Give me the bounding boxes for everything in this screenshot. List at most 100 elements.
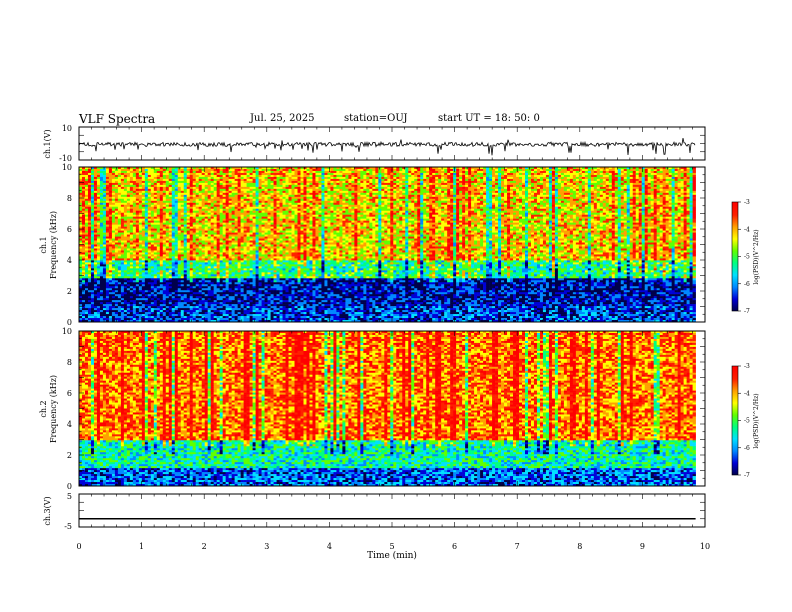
spectrogram-cell [198,167,203,170]
spectrogram-cell [141,274,146,277]
spectrogram-cell [150,316,155,319]
spectrogram-cell [237,196,241,200]
spectrogram-cell [201,200,206,204]
spectrogram-cell [150,288,155,291]
spectrogram-cell [162,278,167,281]
spectrogram-cell [228,202,232,206]
spectrogram-cell [180,254,185,257]
spectrogram-cell [102,228,107,231]
spectrogram-cell [141,178,146,182]
spectrogram-cell [123,292,128,295]
spectrogram-cell [168,280,173,283]
spectrogram-cell [255,230,259,233]
spectrogram-cell [102,270,107,273]
spectrogram-cell [222,272,226,275]
spectrogram-cell [120,176,125,180]
spectrogram-cell [93,176,98,180]
spectrogram-cell [114,222,119,225]
spectrogram-cell [189,258,194,261]
spectrogram-cell [192,242,197,245]
spectrogram-cell [156,266,161,269]
spectrogram-cell [93,290,98,293]
spectrogram-cell [237,198,241,202]
spectrogram-cell [132,298,137,301]
spectrogram-cell [222,304,226,307]
spectrogram-cell [246,246,250,249]
spectrogram-cell [147,222,152,225]
spectrogram-cell [150,256,155,259]
spectrogram-cell [84,254,89,257]
spectrogram-cell [204,248,209,251]
spectrogram-cell [168,236,173,239]
spectrogram-cell [147,214,152,217]
spectrogram-cell [141,210,146,214]
spectrogram-cell [132,168,137,172]
spectrogram-cell [153,242,158,245]
spectrogram-cell [243,244,247,247]
spectrogram-cell [249,260,253,263]
spectrogram-cell [261,196,265,200]
spectrogram-cell [79,308,83,311]
spectrogram-cell [234,244,238,247]
spectrogram-cell [186,196,191,200]
spectrogram-cell [264,320,268,323]
spectrogram-cell [186,258,191,261]
spectrogram-cell [99,282,104,285]
spectrogram-cell [111,188,116,192]
spectrogram-cell [234,202,238,206]
spectrogram-cell [204,182,209,186]
spectrogram-cell [117,206,122,210]
spectrogram-cell [216,172,220,176]
spectrogram-cell [252,296,256,299]
spectrogram-cell [192,266,197,269]
spectrogram-cell [126,218,131,221]
spectrogram-cell [81,318,86,321]
spectrogram-cell [234,238,238,241]
spectrogram-cell [195,224,200,227]
spectrogram-cell [153,218,158,221]
spectrogram-cell [79,256,83,259]
spectrogram-cell [117,246,122,249]
spectrogram-cell [153,210,158,214]
spectrogram-cell [264,274,268,277]
spectrogram-cell [249,312,253,315]
spectrogram-cell [201,206,206,210]
spectrogram-cell [195,292,200,295]
spectrogram-cell [183,222,188,225]
spectrogram-cell [84,208,89,212]
spectrogram-cell [264,188,268,192]
spectrogram-cell [237,182,241,186]
spectrogram-cell [207,266,211,269]
spectrogram-cell [228,284,232,287]
spectrogram-cell [189,172,194,176]
spectrogram-cell [141,234,146,237]
spectrogram-cell [183,314,188,317]
spectrogram-cell [198,238,203,241]
spectrogram-cell [177,202,182,206]
spectrogram-cell [132,252,137,255]
spectrogram-cell [228,250,232,253]
spectrogram-cell [195,298,200,301]
spectrogram-cell [213,206,217,210]
spectrogram-cell [114,234,119,237]
spectrogram-cell [79,298,83,301]
spectrogram-cell [138,190,143,194]
spectrogram-cell [126,294,131,297]
spectrogram-cell [201,270,206,273]
spectrogram-cell [225,266,229,269]
spectrogram-cell [225,240,229,243]
spectrogram-cell [117,240,122,243]
spectrogram-cell [90,258,95,261]
spectrogram-cell [216,210,220,214]
spectrogram-cell [150,290,155,293]
spectrogram-cell [108,318,113,321]
spectrogram-cell [225,192,229,196]
spectrogram-cell [93,182,98,186]
spectrogram-cell [165,178,170,182]
spectrogram-cell [261,206,265,210]
spectrogram-cell [225,264,229,267]
spectrogram-cell [237,236,241,239]
spectrogram-cell [234,272,238,275]
spectrogram-cell [201,312,206,315]
spectrogram-cell [222,176,226,180]
